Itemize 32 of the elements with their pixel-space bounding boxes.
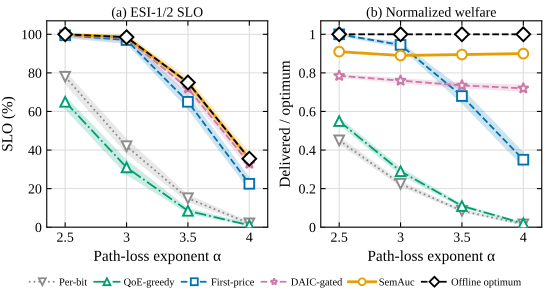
legend-label: SemAuc [379, 278, 414, 286]
y-tick-label: 0.8 [299, 68, 316, 78]
y-tick-label: 40 [28, 146, 42, 155]
x-tick-label: 2.5 [57, 232, 74, 242]
y-tick-label: 100 [22, 30, 42, 40]
y-tick-label: 20 [28, 184, 42, 194]
y-axis-title: SLO (%) [2, 96, 16, 151]
x-axis-title: Path-loss exponent α [94, 250, 221, 264]
x-tick-label: 3.5 [454, 232, 470, 242]
x-tick-label: 3 [398, 232, 404, 242]
legend-label: QoE-greedy [124, 278, 174, 288]
legend-label: Per-bit [59, 278, 88, 286]
legend-label: DAIC-gated [291, 278, 342, 288]
x-tick-label: 3 [124, 232, 130, 242]
y-tick-label: 0.6 [299, 107, 316, 116]
legend-label: Offline optimum [452, 278, 522, 288]
y-tick-label: 0 [309, 222, 316, 232]
x-tick-label: 2.5 [331, 232, 348, 242]
x-tick-label: 3.5 [180, 232, 196, 242]
y-tick-label: 60 [28, 107, 42, 116]
x-tick-label: 4 [520, 232, 527, 242]
x-axis-title: Path-loss exponent α [368, 250, 495, 264]
legend-label: First-price [211, 278, 254, 288]
chart-title: (b) Normalized welfare [366, 6, 496, 20]
chart-title: (a) ESI-1/2 SLO [112, 6, 203, 20]
y-tick-label: 0.4 [299, 146, 316, 156]
x-tick-label: 4 [246, 232, 253, 242]
y-tick-label: 0.2 [299, 184, 316, 194]
y-tick-label: 1 [310, 30, 316, 40]
y-axis-title: Delivered / optimum [279, 60, 293, 188]
y-tick-label: 80 [28, 68, 42, 78]
y-tick-label: 0 [35, 222, 42, 232]
